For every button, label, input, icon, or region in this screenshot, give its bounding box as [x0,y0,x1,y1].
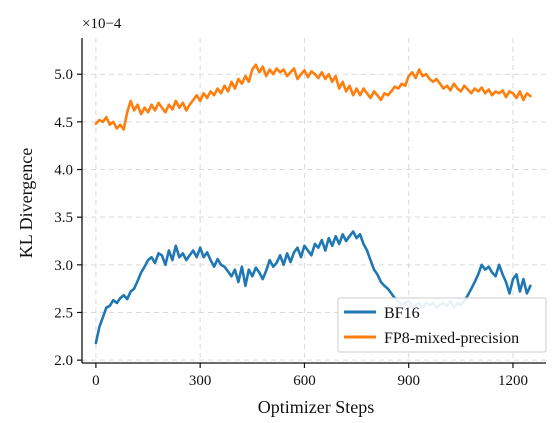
x-tick-label: 300 [189,373,212,389]
y-tick-label: 2.5 [54,305,73,321]
y-tick-label: 3.5 [54,210,73,226]
y-axis-label: KL Divergence [16,148,36,258]
y-tick-label: 4.5 [54,115,73,131]
legend-label-bf16: BF16 [384,305,420,322]
legend: BF16 FP8-mixed-precision [337,297,547,353]
axes [81,38,546,364]
series-line-fp8-mixed-precision [94,63,532,131]
y-axis-multiplier: ×10−4 [82,16,122,32]
x-tick-label: 1200 [498,373,528,389]
legend-label-fp8: FP8-mixed-precision [384,330,519,347]
legend-box [337,297,547,353]
x-axis-label: Optimizer Steps [258,397,374,417]
y-axis-ticks: 2.0 2.5 3.0 3.5 4.0 4.5 5.0 [54,67,82,369]
x-tick-label: 0 [92,373,100,389]
x-tick-label: 900 [397,373,420,389]
x-axis-ticks: 0 300 600 900 1200 [92,363,528,389]
y-tick-label: 3.0 [54,258,73,274]
y-tick-label: 5.0 [54,67,73,83]
x-tick-label: 600 [293,373,316,389]
y-tick-label: 4.0 [54,163,73,179]
y-tick-label: 2.0 [54,353,73,369]
